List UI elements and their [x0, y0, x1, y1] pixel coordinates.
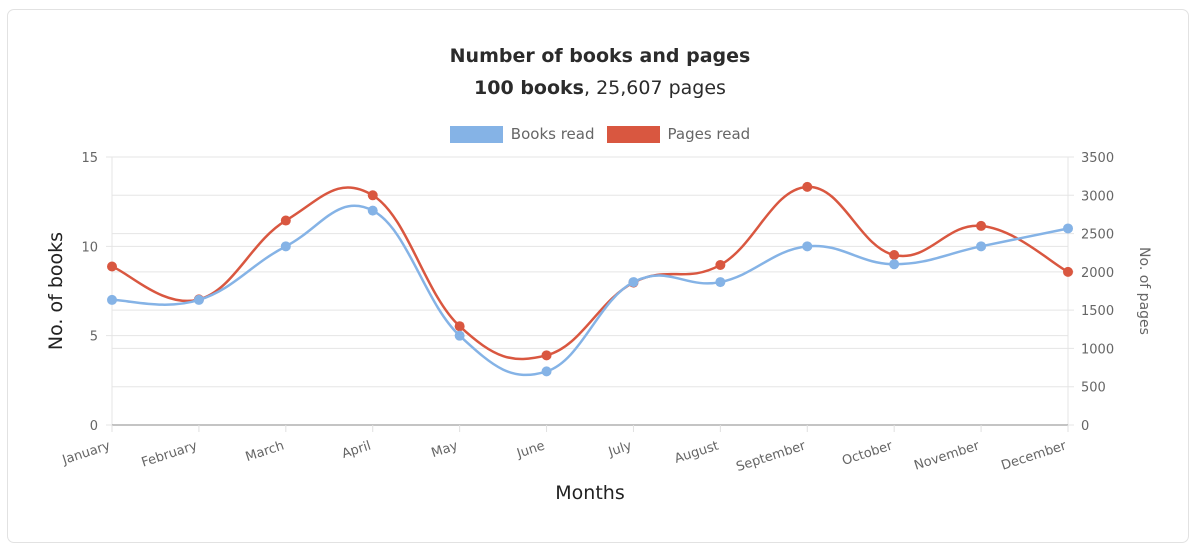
data-point: [454, 330, 465, 341]
data-point: [1063, 266, 1073, 277]
y-axis-left: 0 5 10 15: [81, 151, 98, 434]
y-left-tick-label: 0: [90, 419, 98, 434]
y-right-tick-label: 1000: [1081, 342, 1114, 357]
x-tick-label: December: [999, 438, 1068, 473]
data-point: [889, 259, 900, 270]
data-point: [280, 241, 291, 252]
x-axis-title: Months: [555, 482, 624, 504]
pages-swatch-icon: [606, 125, 660, 143]
x-tick-label: August: [673, 439, 721, 467]
x-tick-label: April: [340, 439, 373, 462]
data-point: [715, 259, 726, 270]
books-swatch-icon: [449, 125, 503, 143]
x-tick-label: January: [60, 438, 113, 468]
data-point: [1063, 223, 1073, 234]
data-point: [107, 261, 117, 272]
data-point: [541, 366, 552, 377]
x-tick-label: February: [140, 438, 200, 470]
y-right-tick-label: 500: [1081, 381, 1106, 396]
data-point: [976, 220, 987, 231]
y-right-tick-label: 3000: [1081, 189, 1114, 204]
data-point: [541, 350, 552, 361]
data-point: [280, 215, 291, 226]
x-tick-label: July: [606, 438, 634, 460]
legend-label: Pages read: [667, 125, 751, 143]
pages-line: [111, 185, 1069, 361]
x-tick-label: September: [735, 438, 809, 475]
legend-item-books[interactable]: Books read: [449, 125, 595, 143]
chart-subtitle: 100 books, 25,607 pages: [0, 77, 1200, 99]
data-point: [802, 241, 813, 252]
y-right-tick-label: 0: [1081, 419, 1089, 434]
x-tick-label: October: [840, 438, 895, 469]
pages-series: [107, 181, 1073, 361]
y-right-tick-label: 3500: [1081, 151, 1114, 166]
x-tick-label: May: [430, 438, 460, 461]
gridlines: [106, 156, 1074, 431]
y-right-tick-label: 1500: [1081, 304, 1114, 319]
data-point: [367, 190, 378, 201]
x-tick-label: March: [244, 439, 286, 466]
legend: Books read Pages read: [0, 125, 1200, 143]
x-tick-label: June: [514, 439, 547, 462]
data-point: [107, 294, 117, 305]
y-right-tick-label: 2500: [1081, 228, 1114, 243]
y-left-tick-label: 5: [90, 330, 98, 345]
data-point: [715, 277, 726, 288]
data-point: [367, 205, 378, 216]
data-point: [976, 241, 987, 252]
books-total: 100 books: [474, 77, 584, 99]
books-line: [111, 204, 1069, 377]
y-axis-right-title: No. of pages: [1136, 247, 1152, 335]
y-axis-left-title: No. of books: [45, 232, 67, 350]
legend-item-pages[interactable]: Pages read: [606, 125, 751, 143]
data-point: [454, 321, 465, 332]
data-point: [889, 250, 900, 261]
data-point: [193, 294, 204, 305]
x-axis: January February March April May June July Augu…: [60, 425, 1069, 475]
x-tick-label: November: [912, 438, 982, 473]
chart-title: Number of books and pages: [449, 45, 751, 67]
pages-total: , 25,607 pages: [583, 77, 726, 99]
legend-label: Books read: [510, 125, 595, 143]
y-left-tick-label: 10: [81, 240, 98, 255]
books-series: [107, 204, 1073, 377]
y-right-tick-label: 2000: [1081, 266, 1114, 281]
y-axis-right: 0 500 1000 1500 2000 2500 3000 3500: [1081, 151, 1114, 434]
data-point: [802, 181, 813, 192]
y-left-tick-label: 15: [81, 151, 98, 166]
series-lines: [107, 181, 1073, 377]
data-point: [628, 277, 639, 288]
chart-card: [7, 9, 1189, 543]
